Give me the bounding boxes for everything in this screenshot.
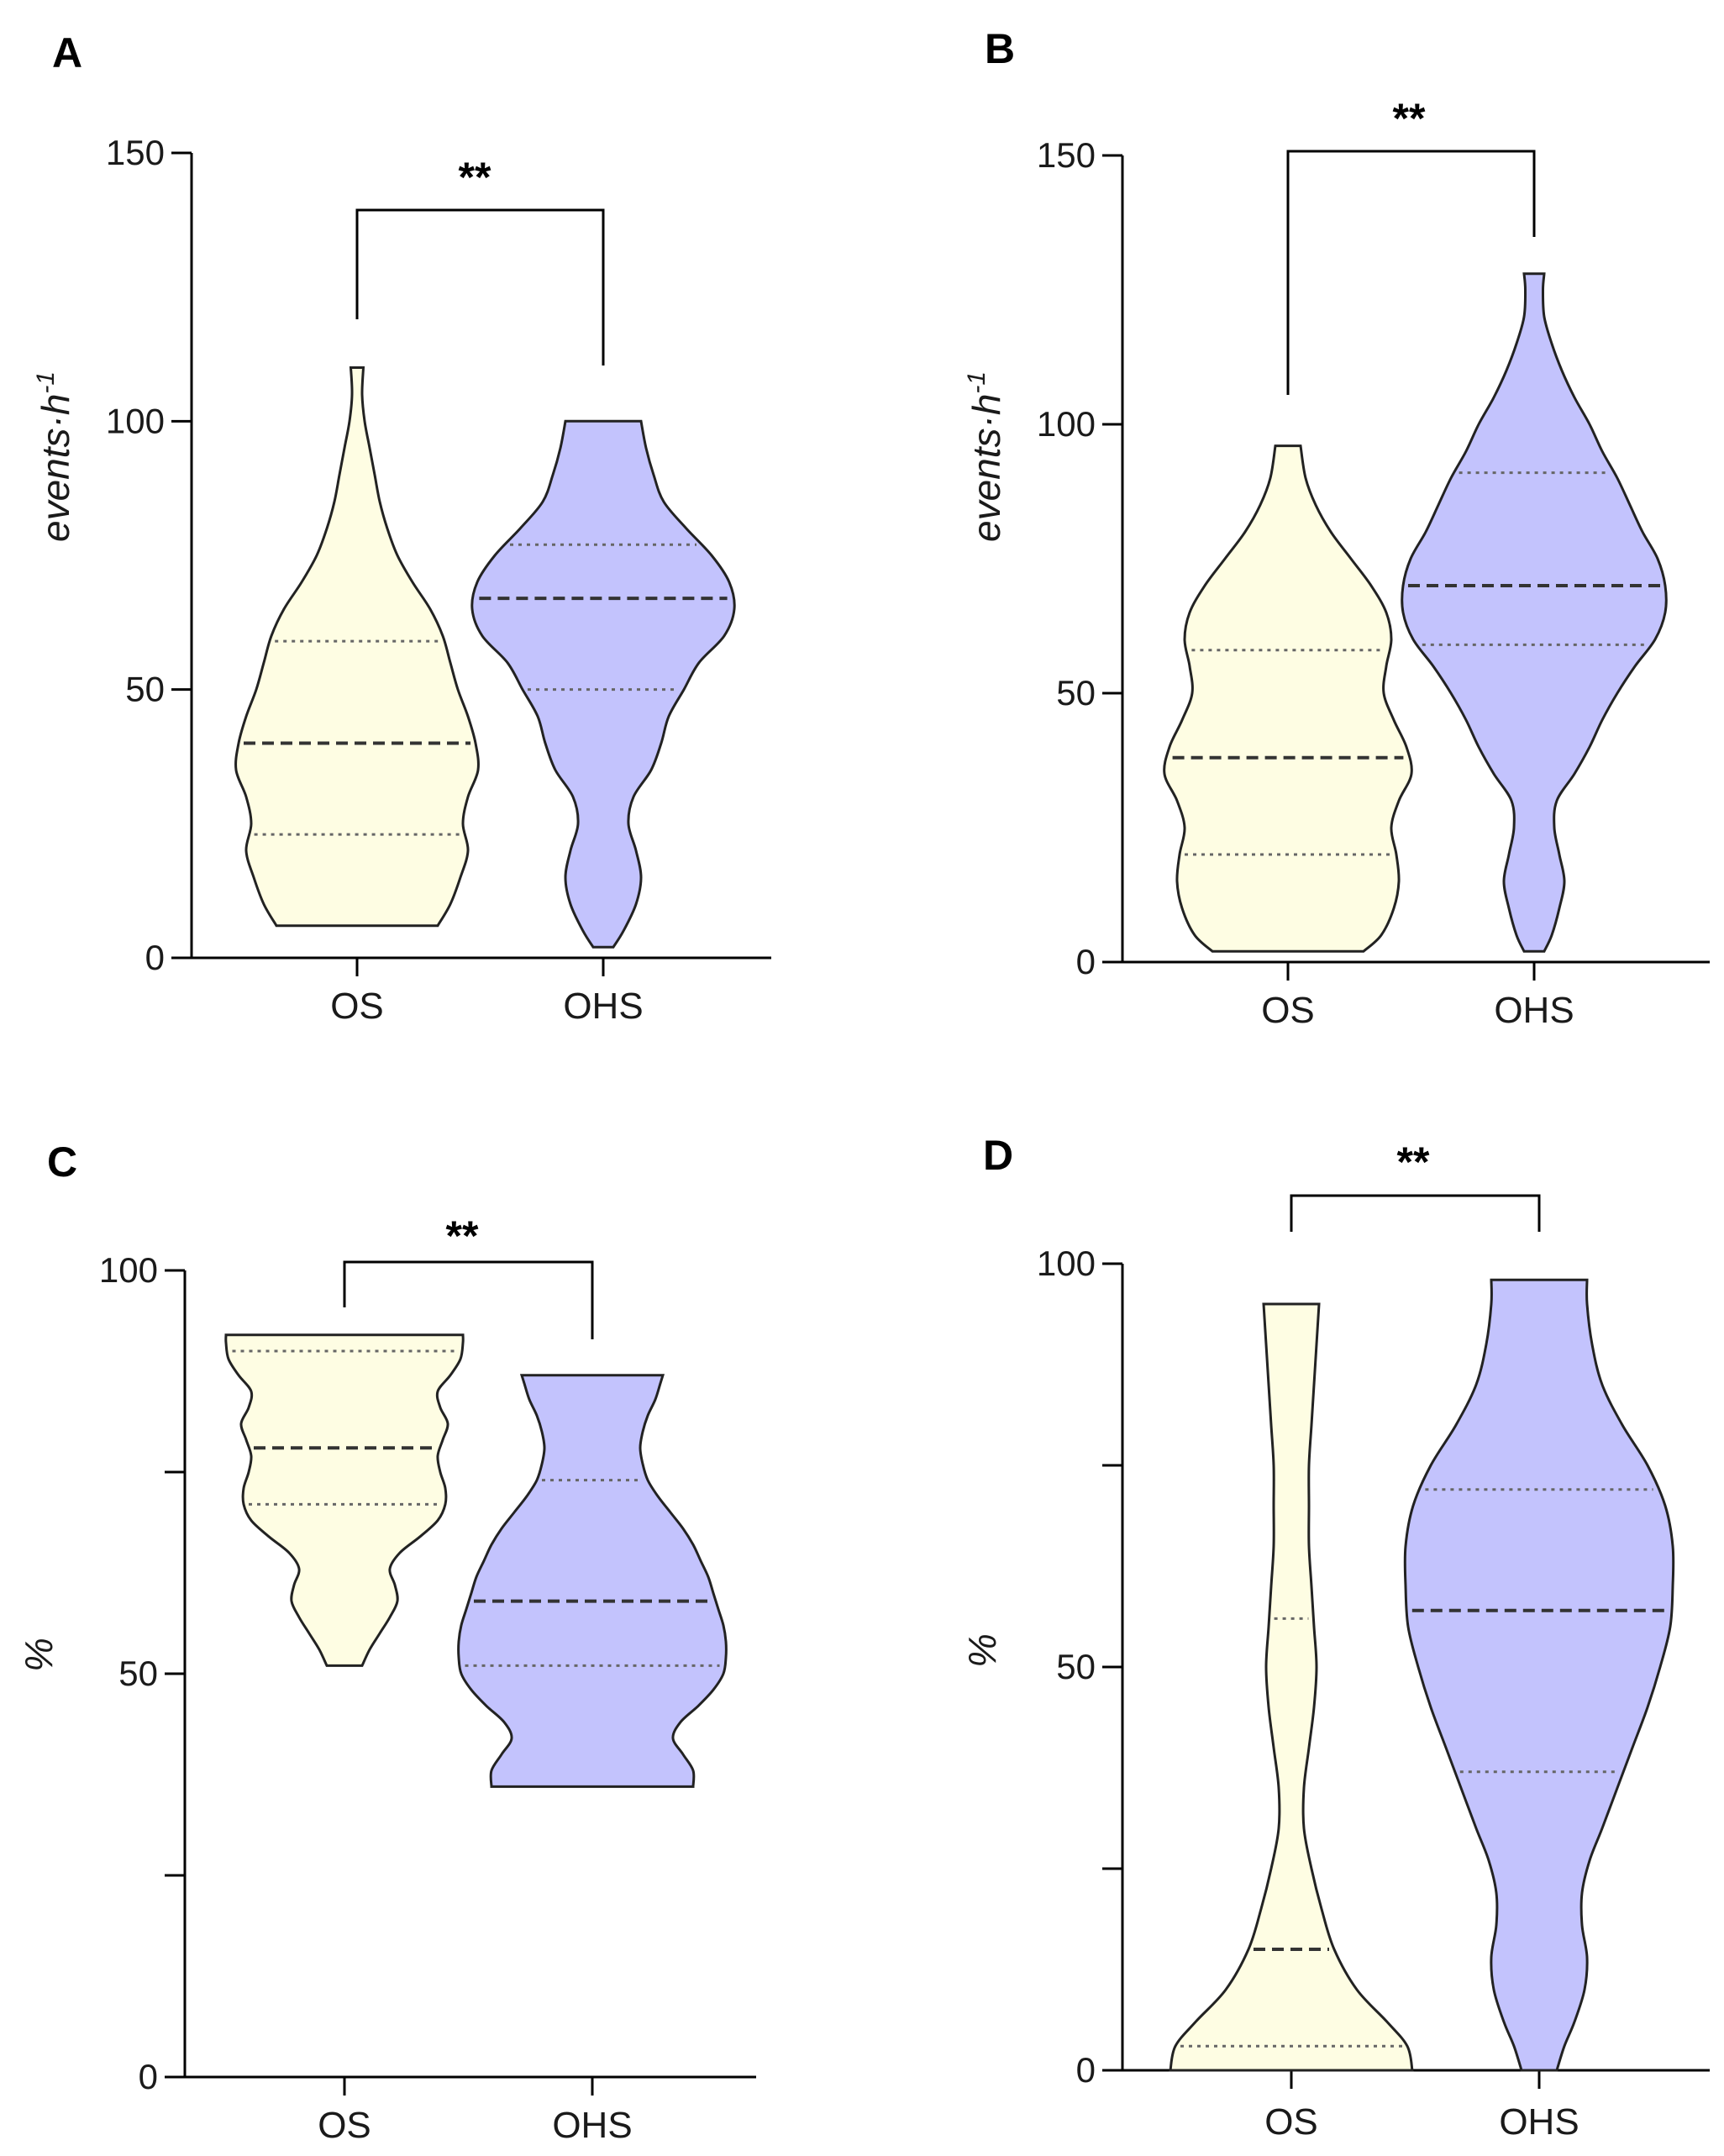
significance-stars: ** — [446, 1212, 479, 1259]
violin-ohs — [1403, 1278, 1675, 2072]
panel-c: C % 0 50 100 OS OHS ** — [17, 1138, 756, 2146]
y-axis-title: % — [960, 1633, 1004, 1668]
y-tick-label: 0 — [1076, 2050, 1096, 2090]
y-tick-label: 150 — [106, 133, 165, 172]
panel-a: A events·h-1 0 50 100 150 OS OHS ** — [32, 29, 771, 1027]
violin-ohs — [457, 1374, 728, 1788]
plot-area: 0 50 100 OS OHS — [99, 1250, 756, 2146]
panel-letter: B — [985, 25, 1015, 72]
y-tick-label: 50 — [125, 670, 165, 709]
category-label: OS — [1264, 2101, 1318, 2143]
y-axis-title: events·h-1 — [32, 371, 77, 542]
significance-bracket — [1290, 1194, 1541, 1232]
plot-area: 0 50 100 OS OHS — [1037, 1194, 1710, 2143]
significance-stars: ** — [459, 154, 491, 201]
y-tick-label: 0 — [139, 2057, 158, 2096]
y-tick-label: 100 — [1037, 404, 1096, 444]
y-tick-label: 0 — [145, 938, 165, 977]
category-label: OHS — [1499, 2101, 1579, 2143]
category-label: OHS — [563, 986, 643, 1027]
significance-bracket — [1286, 150, 1536, 395]
category-label: OHS — [552, 2105, 632, 2146]
violin-os — [224, 1333, 465, 1667]
y-tick-label: 50 — [118, 1654, 158, 1693]
category-label: OS — [330, 986, 384, 1027]
y-tick-label: 150 — [1037, 135, 1096, 175]
y-tick-label: 0 — [1076, 942, 1096, 981]
category-label: OS — [1261, 990, 1315, 1031]
panel-letter: D — [983, 1132, 1013, 1179]
plot-area: 0 50 100 150 OS OHS — [106, 133, 771, 1027]
panel-letter: A — [52, 29, 82, 76]
y-tick-label: 100 — [106, 401, 165, 440]
category-label: OHS — [1494, 990, 1574, 1031]
y-tick-label: 100 — [1037, 1244, 1096, 1283]
panel-b: B events·h-1 0 50 100 150 OS OHS ** — [963, 25, 1710, 1031]
y-tick-label: 50 — [1056, 1647, 1096, 1686]
violin-os — [1169, 1302, 1414, 2072]
significance-bracket — [355, 208, 605, 365]
y-tick-label: 100 — [99, 1250, 158, 1290]
plot-area: 0 50 100 150 OS OHS — [1037, 135, 1710, 1031]
violin-os — [1163, 444, 1413, 953]
significance-stars: ** — [1393, 95, 1426, 142]
violin-ohs — [470, 419, 736, 949]
significance-bracket — [343, 1260, 594, 1339]
violin-ohs — [1401, 272, 1668, 953]
panel-d: D % 0 50 100 OS OHS ** — [960, 1132, 1710, 2143]
y-tick-label: 50 — [1056, 673, 1096, 713]
violin-os — [234, 366, 480, 928]
significance-stars: ** — [1397, 1138, 1430, 1186]
panel-letter: C — [47, 1138, 77, 1186]
category-label: OS — [318, 2105, 371, 2146]
y-axis-title: % — [17, 1638, 60, 1672]
y-axis-title: events·h-1 — [963, 371, 1008, 542]
